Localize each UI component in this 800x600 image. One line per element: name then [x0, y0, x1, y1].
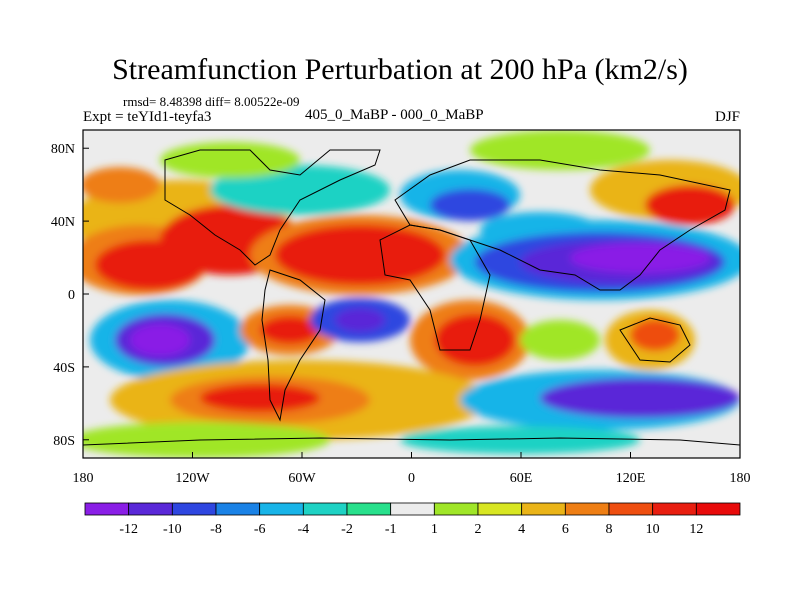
- y-tick-label: 40N: [51, 215, 75, 230]
- colorbar-label: -4: [297, 522, 309, 537]
- stats-text: rmsd= 8.48398 diff= 8.00522e-09: [123, 94, 300, 109]
- x-tick-label: 60E: [510, 471, 533, 486]
- colorbar-label: -1: [385, 522, 397, 537]
- colorbar-swatch: [346, 502, 392, 516]
- x-tick-label: 120W: [175, 471, 210, 486]
- x-tick-label: 180: [73, 471, 94, 486]
- x-tick-label: 60W: [288, 471, 316, 486]
- colorbar-swatch: [390, 502, 435, 516]
- eurasia-outline: [394, 159, 731, 291]
- x-tick-label: 120E: [616, 471, 646, 486]
- colorbar-label: -10: [163, 522, 182, 537]
- season-label: DJF: [714, 109, 740, 125]
- y-axis: 80N 40N 0 40S 80S: [51, 142, 89, 449]
- contour-field: [83, 130, 740, 458]
- colorbar-swatch: [521, 502, 566, 516]
- comparison-label: 405_0_MaBP - 000_0_MaBP: [305, 107, 484, 123]
- antarctica-outline: [83, 437, 740, 446]
- north-america-outline: [164, 149, 381, 266]
- colorbar-label: -2: [341, 522, 353, 537]
- colorbar: -12 -10 -8 -6 -4 -2 -1 1 2 4 6 8 10 12: [84, 502, 741, 537]
- colorbar-label: -12: [119, 522, 138, 537]
- australia-outline: [619, 317, 691, 363]
- colorbar-label: 8: [606, 522, 613, 537]
- colorbar-label: 6: [562, 522, 569, 537]
- plot-title: Streamfunction Perturbation at 200 hPa (…: [112, 53, 688, 86]
- colorbar-swatch: [302, 502, 348, 516]
- colorbar-label: -8: [210, 522, 222, 537]
- colorbar-swatch: [84, 502, 130, 516]
- south-america-outline: [261, 269, 326, 422]
- colorbar-label: 10: [646, 522, 660, 537]
- coastlines: [83, 149, 740, 446]
- colorbar-label: 12: [689, 522, 703, 537]
- colorbar-swatch: [608, 502, 654, 516]
- y-tick-label: 40S: [53, 361, 75, 376]
- y-tick-label: 0: [68, 288, 75, 303]
- colorbar-swatch: [695, 502, 741, 516]
- y-tick-label: 80S: [53, 434, 75, 449]
- x-axis: 180 120W 60W 0 60E 120E 180: [73, 452, 751, 486]
- y-tick-label: 80N: [51, 142, 75, 157]
- colorbar-swatch: [433, 502, 479, 516]
- x-tick-label: 180: [730, 471, 751, 486]
- colorbar-swatch: [128, 502, 173, 516]
- colorbar-swatch: [652, 502, 697, 516]
- colorbar-label: 4: [518, 522, 525, 537]
- colorbar-swatch: [259, 502, 304, 516]
- colorbar-swatch: [564, 502, 610, 516]
- colorbar-label: 1: [431, 522, 438, 537]
- colorbar-swatch: [171, 502, 217, 516]
- colorbar-swatch: [215, 502, 261, 516]
- colorbar-label: -6: [254, 522, 266, 537]
- colorbar-swatch: [477, 502, 523, 516]
- experiment-label: Expt = teYId1-teyfa3: [83, 109, 212, 125]
- colorbar-label: 2: [475, 522, 482, 537]
- x-tick-label: 0: [408, 471, 415, 486]
